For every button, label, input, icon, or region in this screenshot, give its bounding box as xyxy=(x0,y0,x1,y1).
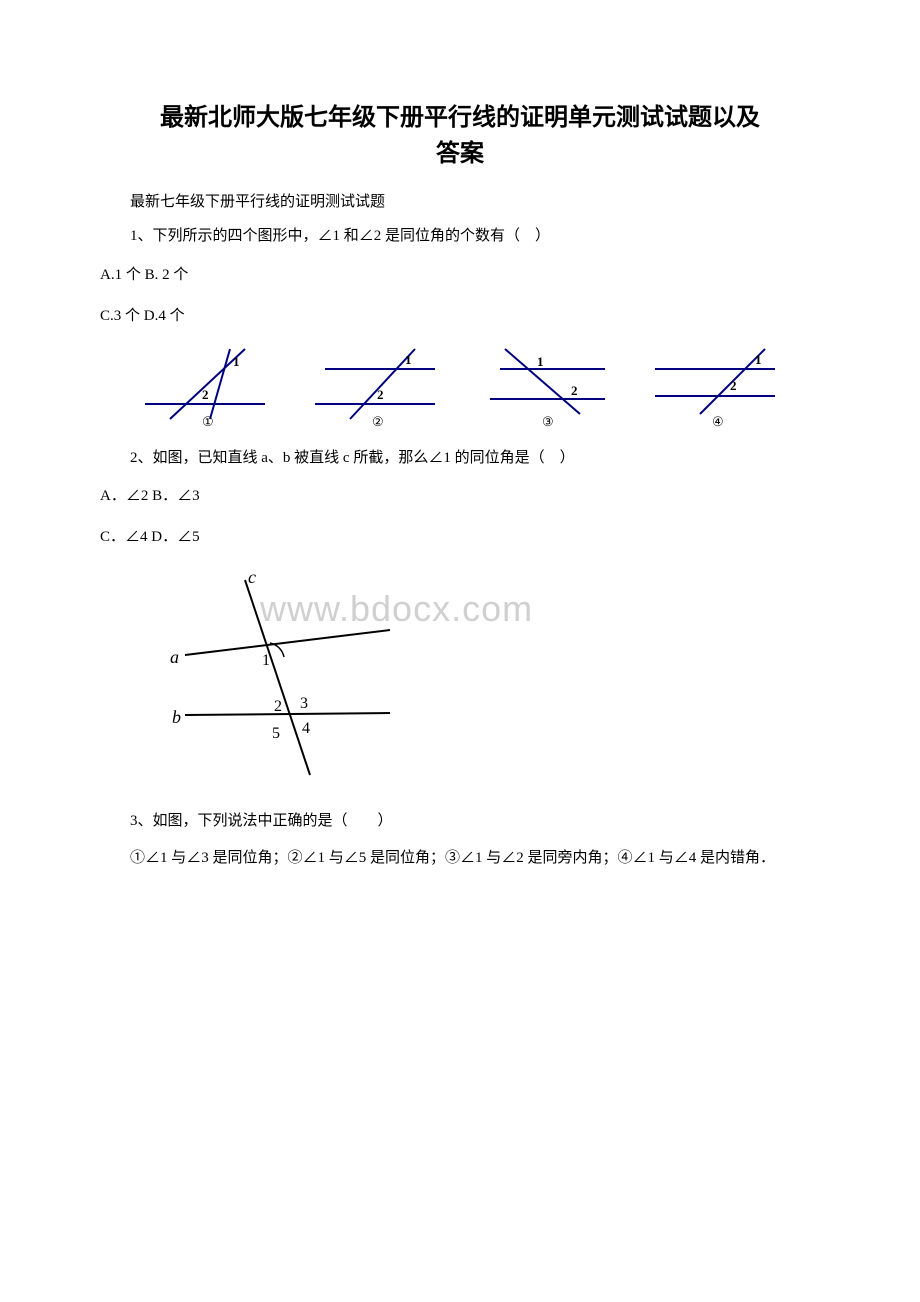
svg-text:b: b xyxy=(172,707,181,727)
q2-options-ab: A．∠2 B．∠3 xyxy=(100,483,820,510)
svg-text:2: 2 xyxy=(274,698,282,715)
q1-options-cd: C.3 个 D.4 个 xyxy=(100,303,820,330)
svg-text:2: 2 xyxy=(571,383,578,398)
title-line2: 答案 xyxy=(436,141,484,167)
question-1: 1、下列所示的四个图形中，∠1 和∠2 是同位角的个数有（ ） xyxy=(100,225,820,248)
svg-text:2: 2 xyxy=(377,387,384,402)
q2-options-cd: C．∠4 D．∠5 xyxy=(100,524,820,551)
document-content: 最新北师大版七年级下册平行线的证明单元测试试题以及 答案 最新七年级下册平行线的… xyxy=(100,100,820,869)
svg-text:③: ③ xyxy=(542,414,554,429)
svg-text:1: 1 xyxy=(405,352,412,367)
question-3-sub: ①∠1 与∠3 是同位角；②∠1 与∠5 是同位角；③∠1 与∠2 是同旁内角；… xyxy=(100,847,820,870)
document-title: 最新北师大版七年级下册平行线的证明单元测试试题以及 答案 xyxy=(100,100,820,172)
svg-text:3: 3 xyxy=(300,695,308,712)
diagram-1: 1 2 ① xyxy=(135,344,275,429)
diagram-3: 1 2 ③ xyxy=(475,344,615,429)
svg-text:a: a xyxy=(170,647,179,667)
question-3: 3、如图，下列说法中正确的是（ ） xyxy=(100,810,820,833)
subtitle: 最新七年级下册平行线的证明测试试题 xyxy=(100,190,820,211)
svg-text:5: 5 xyxy=(272,725,280,742)
svg-text:1: 1 xyxy=(755,352,762,367)
svg-text:1: 1 xyxy=(262,652,270,669)
svg-text:②: ② xyxy=(372,414,384,429)
q2-figure: c a b 1 2 3 4 5 xyxy=(140,565,820,790)
question-2: 2、如图，已知直线 a、b 被直线 c 所截，那么∠1 的同位角是（ ） xyxy=(100,447,820,470)
diagram-4: 1 2 ④ xyxy=(645,344,785,429)
svg-text:2: 2 xyxy=(202,387,209,402)
diagram-2: 1 2 ② xyxy=(305,344,445,429)
svg-text:①: ① xyxy=(202,414,214,429)
q1-diagram-row: 1 2 ① 1 2 ② 1 2 ③ 1 2 ④ xyxy=(100,344,820,429)
title-line1: 最新北师大版七年级下册平行线的证明单元测试试题以及 xyxy=(160,105,760,131)
svg-text:4: 4 xyxy=(302,720,310,737)
svg-text:c: c xyxy=(248,567,256,587)
q1-options-ab: A.1 个 B. 2 个 xyxy=(100,262,820,289)
svg-text:1: 1 xyxy=(233,354,240,369)
svg-text:2: 2 xyxy=(730,378,737,393)
svg-text:④: ④ xyxy=(712,414,724,429)
svg-text:1: 1 xyxy=(537,354,544,369)
